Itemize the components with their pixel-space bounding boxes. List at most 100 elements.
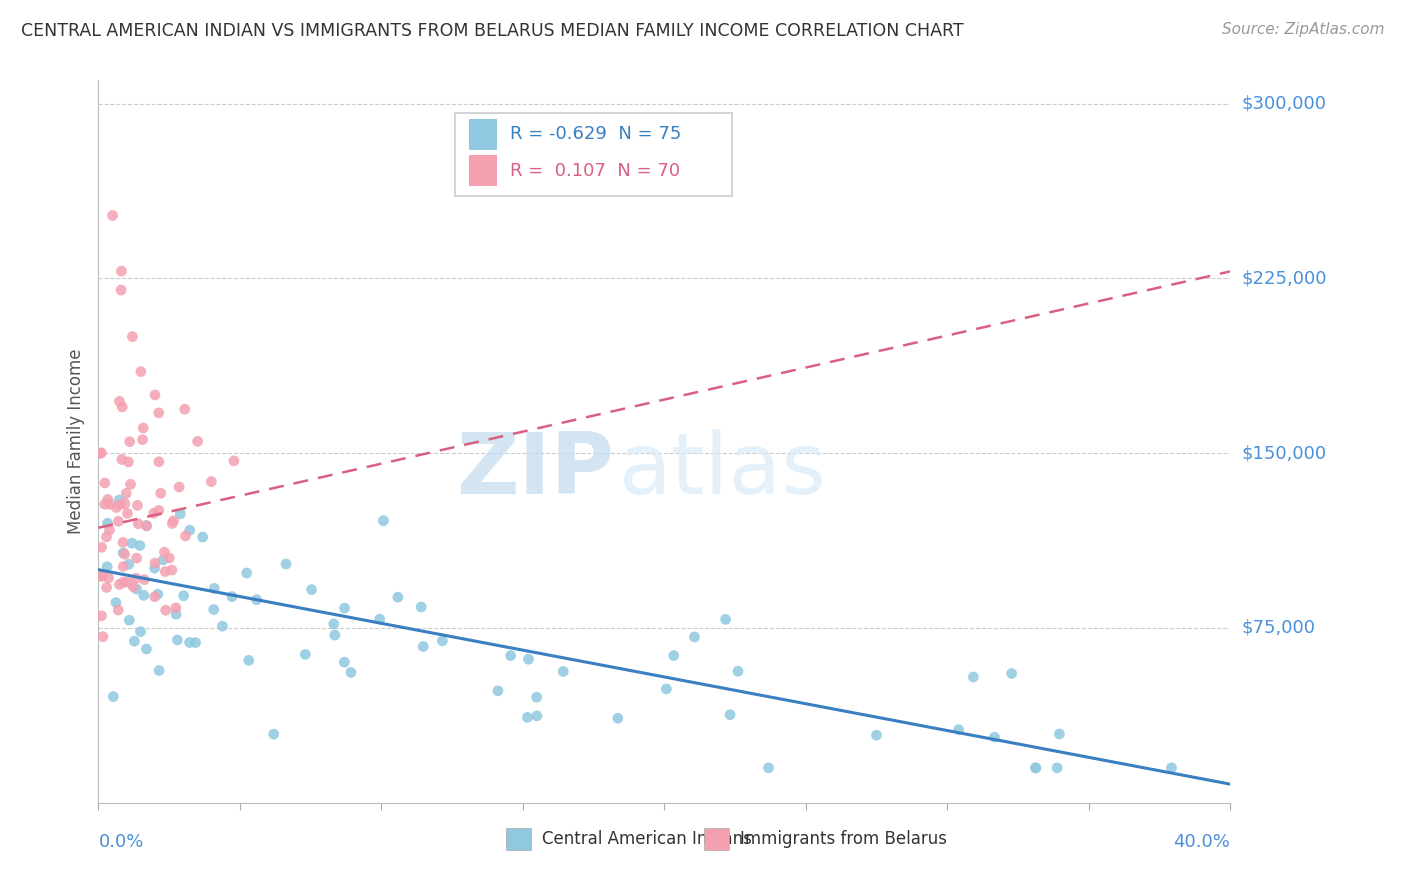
Point <box>98 523 121 537</box>
Point <box>111 452 134 467</box>
Point <box>155 603 177 617</box>
Point <box>718 707 741 722</box>
Point <box>1001 666 1024 681</box>
Point <box>101 209 124 223</box>
Text: $225,000: $225,000 <box>1241 269 1327 287</box>
Point <box>191 530 214 544</box>
Point <box>112 546 135 560</box>
Point <box>662 648 685 663</box>
Point <box>169 507 191 521</box>
Text: 0.0%: 0.0% <box>98 833 143 851</box>
Point <box>202 582 225 596</box>
Point <box>263 727 285 741</box>
Point <box>606 711 628 725</box>
Point <box>166 632 188 647</box>
Point <box>96 516 118 531</box>
Point <box>179 635 201 649</box>
Point <box>97 571 120 585</box>
Point <box>1047 727 1070 741</box>
Point <box>323 628 346 642</box>
Bar <box>468 120 496 150</box>
Point <box>118 558 141 572</box>
Point <box>129 624 152 639</box>
Point <box>143 556 166 570</box>
Point <box>111 400 134 414</box>
Point <box>111 535 134 549</box>
Point <box>134 573 156 587</box>
Point <box>173 589 195 603</box>
Point <box>108 577 131 591</box>
Point <box>238 653 260 667</box>
Point <box>127 516 149 531</box>
Point <box>301 582 323 597</box>
Point <box>110 498 132 512</box>
Point <box>1025 761 1047 775</box>
Text: Source: ZipAtlas.com: Source: ZipAtlas.com <box>1222 22 1385 37</box>
Text: atlas: atlas <box>619 429 827 512</box>
Point <box>526 690 548 705</box>
Point <box>368 612 391 626</box>
Point <box>89 569 111 583</box>
Point <box>1046 761 1069 775</box>
Point <box>148 406 170 420</box>
Point <box>153 545 176 559</box>
Point <box>983 730 1005 744</box>
Point <box>294 648 316 662</box>
Point <box>118 613 141 627</box>
Point <box>96 581 118 595</box>
Point <box>1160 761 1182 775</box>
Point <box>142 506 165 520</box>
Point <box>948 723 970 737</box>
Y-axis label: Median Family Income: Median Family Income <box>67 349 86 534</box>
Point <box>155 565 177 579</box>
Bar <box>704 828 728 850</box>
Point <box>122 580 145 594</box>
Point <box>865 728 887 742</box>
Text: $300,000: $300,000 <box>1241 95 1326 112</box>
Point <box>90 446 112 460</box>
Point <box>90 608 112 623</box>
Point <box>179 523 201 537</box>
Point <box>373 514 395 528</box>
Text: ZIP: ZIP <box>456 429 613 512</box>
Bar <box>506 828 531 850</box>
Point <box>165 601 187 615</box>
Point <box>118 434 141 449</box>
Point <box>125 582 148 596</box>
Point <box>149 486 172 500</box>
Point <box>211 619 233 633</box>
Point <box>115 486 138 500</box>
Point <box>121 536 143 550</box>
Text: Immigrants from Belarus: Immigrants from Belarus <box>740 830 948 848</box>
Point <box>167 480 190 494</box>
Point <box>146 587 169 601</box>
Text: R =  0.107  N = 70: R = 0.107 N = 70 <box>510 161 681 179</box>
Point <box>517 652 540 666</box>
Text: $150,000: $150,000 <box>1241 444 1326 462</box>
Point <box>143 590 166 604</box>
Point <box>274 557 297 571</box>
Point <box>105 500 128 515</box>
Point <box>714 612 737 626</box>
Point <box>94 475 117 490</box>
Point <box>1024 761 1046 775</box>
Point <box>148 455 170 469</box>
Point <box>221 590 243 604</box>
Point <box>117 506 139 520</box>
Point <box>411 600 433 615</box>
Point <box>553 665 575 679</box>
Point <box>157 551 180 566</box>
Point <box>499 648 522 663</box>
Point <box>222 454 245 468</box>
Text: 40.0%: 40.0% <box>1174 833 1230 851</box>
Point <box>162 516 184 531</box>
Point <box>202 602 225 616</box>
Point <box>173 402 195 417</box>
Point <box>91 630 114 644</box>
Point <box>516 710 538 724</box>
Point <box>97 492 120 507</box>
Point <box>486 683 509 698</box>
Point <box>962 670 984 684</box>
Point <box>333 601 356 615</box>
Bar <box>468 155 496 186</box>
